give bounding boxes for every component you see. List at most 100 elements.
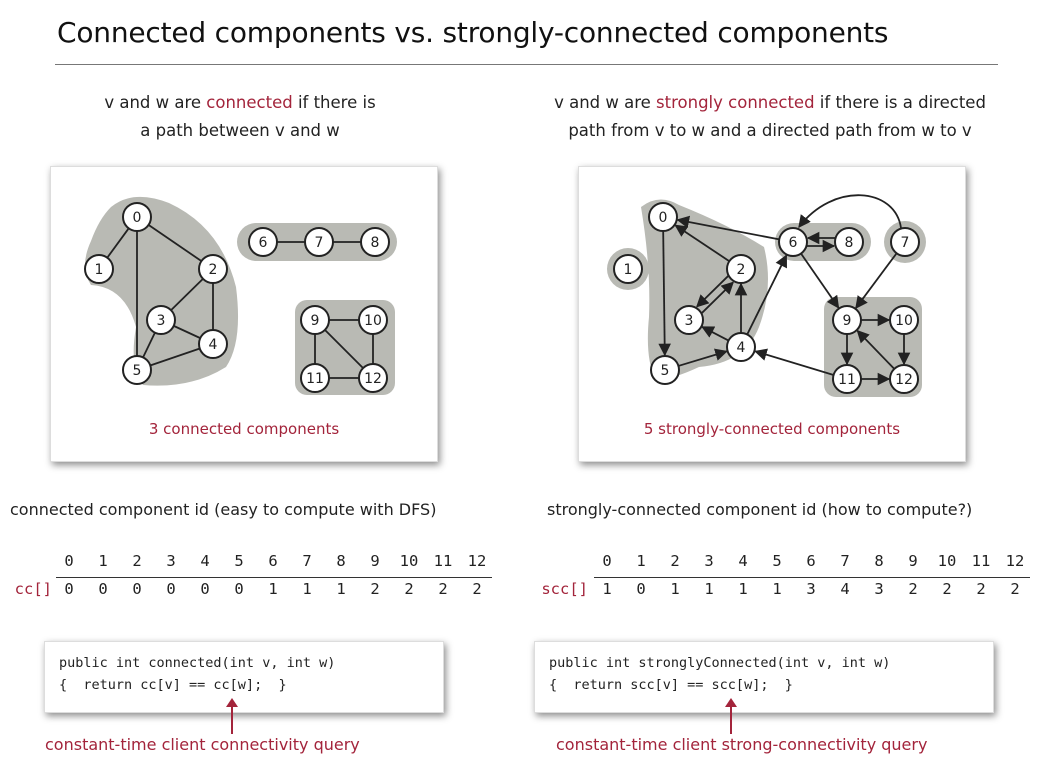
left-value-12: 2 [462, 580, 492, 598]
left-index-1: 1 [88, 552, 118, 570]
directed-vertex-2: 2 [727, 255, 755, 283]
connected-count-caption: 3 connected components [51, 420, 437, 438]
directed-vertex-label-5: 5 [661, 363, 670, 379]
undirected-vertex-label-5: 5 [133, 363, 142, 379]
cc-array-rule [56, 577, 492, 578]
right-index-6: 6 [796, 552, 826, 570]
undirected-vertex-label-1: 1 [95, 262, 104, 278]
right-value-4: 1 [728, 580, 758, 598]
left-index-8: 8 [326, 552, 356, 570]
right-value-1: 0 [626, 580, 656, 598]
right-value-7: 4 [830, 580, 860, 598]
undirected-vertex-label-7: 7 [315, 235, 324, 251]
undirected-vertex-8: 8 [361, 228, 389, 256]
cc-array: cc[] 0 1 2 3 4 5 6 7 8 9 10 11 12 0 0 0 0 0 0 1 1 1 2 2 2 2 [0, 550, 520, 610]
left-value-0: 0 [54, 580, 84, 598]
directed-vertex-0: 0 [649, 203, 677, 231]
undirected-vertex-label-12: 12 [364, 371, 382, 387]
cc-array-name: cc[] [4, 580, 52, 598]
left-value-5: 0 [224, 580, 254, 598]
directed-vertex-8: 8 [835, 228, 863, 256]
connected-term: connected [206, 93, 292, 112]
left-value-10: 2 [394, 580, 424, 598]
right-index-10: 10 [932, 552, 962, 570]
left-index-9: 9 [360, 552, 390, 570]
page-title: Connected components vs. strongly-connec… [57, 16, 888, 49]
undirected-vertex-2: 2 [199, 255, 227, 283]
undirected-vertex-9: 9 [301, 306, 329, 334]
right-value-6: 3 [796, 580, 826, 598]
right-index-9: 9 [898, 552, 928, 570]
directed-vertex-3: 3 [675, 306, 703, 334]
right-value-10: 2 [932, 580, 962, 598]
undirected-vertex-label-10: 10 [364, 313, 382, 329]
undirected-vertex-label-9: 9 [311, 313, 320, 329]
directed-vertex-4: 4 [727, 333, 755, 361]
strong-code-line2: { return scc[v] == scc[w]; } [549, 677, 793, 693]
directed-vertex-label-8: 8 [845, 235, 854, 251]
directed-vertex-12: 12 [890, 365, 918, 393]
right-index-1: 1 [626, 552, 656, 570]
undirected-vertex-label-8: 8 [371, 235, 380, 251]
right-index-11: 11 [966, 552, 996, 570]
undirected-vertex-12: 12 [359, 364, 387, 392]
scc-array-rule [594, 577, 1030, 578]
strong-query-label: constant-time client strong-connectivity… [556, 735, 927, 754]
right-index-0: 0 [592, 552, 622, 570]
left-index-2: 2 [122, 552, 152, 570]
undirected-vertex-1: 1 [85, 255, 113, 283]
connected-code-line2: { return cc[v] == cc[w]; } [59, 677, 287, 693]
digraph-panel: 0 1 2 3 4 5 6 7 8 9 10 11 12 5 strongly-connected co… [578, 166, 966, 462]
undirected-vertex-label-4: 4 [209, 337, 218, 353]
directed-vertex-label-2: 2 [737, 262, 746, 278]
directed-vertex-label-4: 4 [737, 340, 746, 356]
directed-vertex-label-0: 0 [659, 210, 668, 226]
title-divider [55, 64, 998, 65]
directed-vertex-7: 7 [891, 228, 919, 256]
left-index-11: 11 [428, 552, 458, 570]
left-value-3: 0 [156, 580, 186, 598]
undirected-vertex-10: 10 [359, 306, 387, 334]
strong-query-arrow [730, 704, 732, 734]
left-index-12: 12 [462, 552, 492, 570]
connected-query-arrow [231, 704, 233, 734]
strong-definition-post: if there is a directed [815, 93, 986, 112]
undirected-vertex-7: 7 [305, 228, 333, 256]
strong-code-line1: public int stronglyConnected(int v, int … [549, 655, 890, 671]
left-index-6: 6 [258, 552, 288, 570]
left-value-9: 2 [360, 580, 390, 598]
directed-vertex-1: 1 [614, 255, 642, 283]
left-value-2: 0 [122, 580, 152, 598]
right-value-11: 2 [966, 580, 996, 598]
left-value-4: 0 [190, 580, 220, 598]
undirected-vertex-11: 11 [301, 364, 329, 392]
directed-vertex-label-9: 9 [843, 313, 852, 329]
left-value-7: 1 [292, 580, 322, 598]
left-index-7: 7 [292, 552, 322, 570]
undirected-vertex-label-6: 6 [259, 235, 268, 251]
left-value-8: 1 [326, 580, 356, 598]
right-value-12: 2 [1000, 580, 1030, 598]
strong-definition-pre: v and w are [554, 93, 656, 112]
left-value-11: 2 [428, 580, 458, 598]
right-index-5: 5 [762, 552, 792, 570]
connected-definition-line2: a path between v and w [140, 121, 340, 140]
directed-edge-6-9 [801, 254, 838, 308]
directed-vertex-label-10: 10 [895, 313, 913, 329]
directed-vertex-6: 6 [779, 228, 807, 256]
directed-vertex-label-12: 12 [895, 372, 913, 388]
directed-vertex-label-3: 3 [685, 313, 694, 329]
directed-vertex-label-11: 11 [838, 372, 856, 388]
cc-id-label: connected component id (easy to compute … [10, 500, 436, 519]
left-index-5: 5 [224, 552, 254, 570]
undirected-vertex-label-0: 0 [133, 210, 142, 226]
connected-definition-post: if there is [293, 93, 376, 112]
right-index-3: 3 [694, 552, 724, 570]
right-value-9: 2 [898, 580, 928, 598]
strong-definition-line2: path from v to w and a directed path fro… [568, 121, 971, 140]
connected-query-label: constant-time client connectivity query [45, 735, 360, 754]
scc-array: scc[] 0 1 2 3 4 5 6 7 8 9 10 11 12 1 0 1 1 1 1 3 4 3 2 2 2 2 [520, 550, 1040, 610]
undirected-graph-panel: 0 1 2 3 4 5 6 7 8 9 10 11 12 3 connected components [50, 166, 438, 462]
right-index-2: 2 [660, 552, 690, 570]
